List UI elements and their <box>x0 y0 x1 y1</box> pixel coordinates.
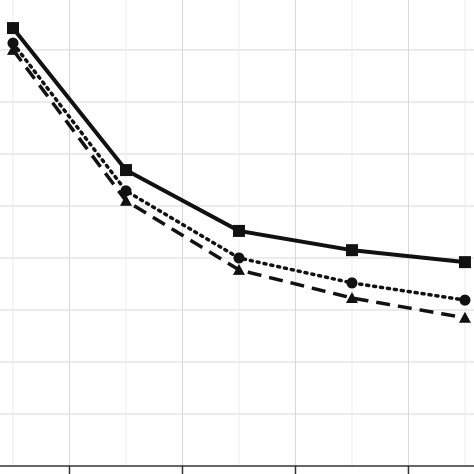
marker <box>345 292 358 304</box>
marker <box>120 185 132 197</box>
marker <box>345 244 358 257</box>
marker <box>232 224 245 237</box>
marker <box>459 294 471 306</box>
marker <box>233 252 245 264</box>
marker <box>232 263 245 275</box>
marker <box>458 311 471 323</box>
marker <box>458 256 471 269</box>
marker <box>7 37 19 49</box>
marker <box>346 277 358 289</box>
marker <box>119 164 132 177</box>
marker <box>6 22 19 35</box>
marker <box>119 194 132 206</box>
marker <box>6 43 19 55</box>
